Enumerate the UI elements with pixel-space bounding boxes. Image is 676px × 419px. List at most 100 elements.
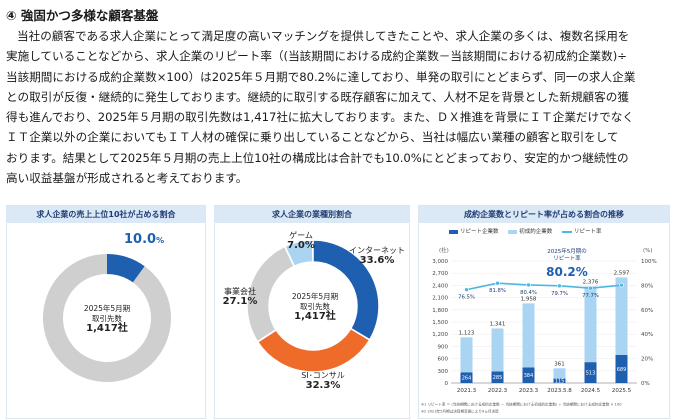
x-tick-label: 2023.5.8 — [547, 388, 572, 394]
segment-label-business: 事業会社 27.1% — [217, 287, 263, 307]
footnote: ※2 2023年5月期は決算期変更により9ヵ月決算 — [421, 409, 499, 415]
legend-item: リピート率 — [562, 227, 602, 235]
paragraph-line: 当該期間における成約企業数×100）は2025年５月期で80.2%に達しており、… — [6, 69, 636, 84]
center-value: 1,417社 — [294, 311, 336, 322]
bar-total-label: 361 — [554, 361, 565, 367]
y-tick-label: 0 — [445, 381, 449, 387]
segment-value: 33.6% — [359, 255, 395, 266]
bar-new — [553, 368, 566, 379]
legend-item: 初成約企業数 — [508, 227, 552, 235]
top10-share-panel: 求人企業の売上上位10社が占める割合 2025年5月期 取引先数 1,417社 … — [6, 205, 206, 419]
bar-repeat — [491, 371, 504, 383]
paragraph-line: 得も進んでおり、2025年５月期の取引先数は1,417社に拡大しております。また… — [6, 110, 634, 125]
bar-repeat — [522, 367, 535, 383]
y-tick-label: 900 — [438, 344, 449, 350]
segment-name: ゲーム — [289, 231, 313, 240]
segment-value: 27.1% — [222, 296, 258, 307]
bar-repeat-label: 115 — [555, 379, 565, 385]
bar-new — [491, 328, 504, 372]
repeat-rate-label: 79.7% — [551, 291, 568, 297]
paragraph-line: おります。結果として2025年５月期の売上上位10社の構成比は合計でも10.0%… — [6, 150, 629, 165]
y-tick-label: 1,500 — [432, 320, 448, 326]
chart-legend: リピート企業数 初成約企業数 リピート率 — [449, 227, 610, 235]
callout-value: 80.2% — [546, 265, 588, 279]
segment-value: 7.0% — [287, 240, 315, 251]
y-tick-label: 1,200 — [432, 332, 448, 338]
repeat-rate-label: 77.7% — [582, 293, 599, 299]
donut-segment-top10 — [107, 254, 145, 283]
callout-label: リピート率 — [553, 254, 581, 262]
repeat-rate-point — [495, 280, 500, 286]
center-label: 取引先数 — [300, 302, 330, 311]
contracts-trend-panel: 成約企業数とリピート率が占める割合の推移 リピート企業数 初成約企業数 リピート… — [418, 205, 670, 419]
y-tick-label: 3,000 — [432, 259, 448, 265]
x-tick-label: 2021.3 — [457, 388, 477, 394]
y-tick-label: 2,700 — [432, 271, 448, 277]
bar-repeat-label: 264 — [462, 376, 472, 382]
legend-label: リピート企業数 — [460, 229, 499, 235]
y-tick-label: 600 — [438, 357, 449, 363]
repeat-rate-point — [557, 283, 562, 289]
paragraph-line: 実施していることなどから、求人企業のリピート率（(当該期間における成約企業数－当… — [6, 49, 627, 64]
left-axis-unit: (社) — [439, 246, 449, 254]
center-period: 2025年5月期 — [291, 292, 339, 301]
bar-repeat-label: 384 — [524, 373, 534, 379]
callout-label: 2025年5月期の — [547, 247, 587, 255]
paragraph-line: 当社の顧客である求人企業にとって満足度の高いマッチングを提供してきたことや、求人… — [17, 29, 630, 43]
repeat-rate-label: 81.8% — [489, 288, 506, 294]
body-paragraph: 当社の顧客である求人企業にとって満足度の高いマッチングを提供してきたことや、求人… — [6, 26, 670, 188]
footnote: ※1 リピート率 ＝ (当該期間における成約企業数 － 当該期間における初成約企… — [421, 402, 622, 408]
panel-title: 求人企業の業種別割合 — [215, 206, 409, 223]
bar-repeat-label: 513 — [586, 371, 596, 377]
paragraph-line: との取引が反復・継続的に発生しております。継続的に取引する既存顧客に加えて、人材… — [6, 89, 629, 104]
panel-title: 成約企業数とリピート率が占める割合の推移 — [419, 206, 669, 223]
bar-repeat — [584, 362, 597, 383]
bar-repeat — [615, 354, 628, 383]
bar-repeat — [460, 372, 473, 383]
segment-label-game: ゲーム 7.0% — [281, 231, 321, 251]
bar-repeat — [553, 378, 566, 383]
y-tick-label: 2,400 — [432, 283, 448, 289]
repeat-rate-point — [588, 285, 593, 291]
repeat-rate-point — [526, 282, 531, 288]
center-value: 1,417社 — [86, 323, 128, 334]
repeat-rate-line — [466, 282, 622, 291]
legend-label: リピート率 — [574, 229, 602, 235]
y-tick-label: 1,800 — [432, 308, 448, 314]
bar-total-label: 2,376 — [583, 279, 599, 285]
bar-total-label: 1,341 — [490, 321, 506, 327]
segment-value: 32.3% — [305, 380, 341, 391]
industry-donut-chart — [246, 239, 380, 373]
bar-new — [522, 303, 535, 368]
contracts-bar-chart: (社) (%) 0 300 600 900 1,200 1,500 1,800 2,100 2,40… — [432, 246, 656, 394]
donut-center-label: 2025年5月期 取引先数 1,417社 — [275, 292, 355, 322]
y-tick-label: 2,100 — [432, 296, 448, 302]
bar-total-label: 1,958 — [521, 296, 537, 302]
bar-total-label: 1,123 — [459, 330, 475, 336]
segment-name: SI･コンサル — [301, 371, 345, 380]
legend-item: リピート企業数 — [449, 227, 499, 235]
bar-repeat-label: 285 — [493, 375, 503, 381]
center-label: 取引先数 — [92, 314, 122, 323]
top10-donut-chart — [42, 254, 172, 382]
legend-label: 初成約企業数 — [519, 229, 553, 235]
segment-label-si: SI･コンサル 32.3% — [295, 371, 351, 391]
y2-tick-label: 0% — [641, 381, 650, 387]
y2-tick-label: 60% — [641, 308, 653, 314]
y2-tick-label: 80% — [641, 283, 653, 289]
y2-tick-label: 40% — [641, 332, 653, 338]
right-axis-unit: (%) — [643, 248, 653, 254]
section-heading: ④ 強固かつ多様な顧客基盤 — [6, 8, 159, 23]
bar-repeat-label: 689 — [617, 367, 627, 373]
industry-share-panel: 求人企業の業種別割合 2025年5月期 取引先数 1,417社 インターネット … — [214, 205, 410, 419]
repeat-rate-label: 80.4% — [520, 290, 537, 296]
bar-new — [460, 337, 473, 373]
x-tick-label: 2022.3 — [488, 388, 508, 394]
bar-new — [615, 277, 628, 355]
panel-title: 求人企業の売上上位10社が占める割合 — [7, 206, 205, 223]
segment-name: 事業会社 — [224, 287, 256, 296]
donut-center-label: 2025年5月期 取引先数 1,417社 — [62, 304, 152, 334]
donut-segment-rest — [42, 254, 172, 382]
donut-segment-1 — [256, 327, 371, 373]
segment-name: インターネット — [349, 246, 405, 255]
